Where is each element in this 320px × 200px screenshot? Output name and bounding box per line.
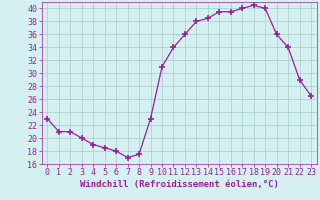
- X-axis label: Windchill (Refroidissement éolien,°C): Windchill (Refroidissement éolien,°C): [80, 180, 279, 189]
